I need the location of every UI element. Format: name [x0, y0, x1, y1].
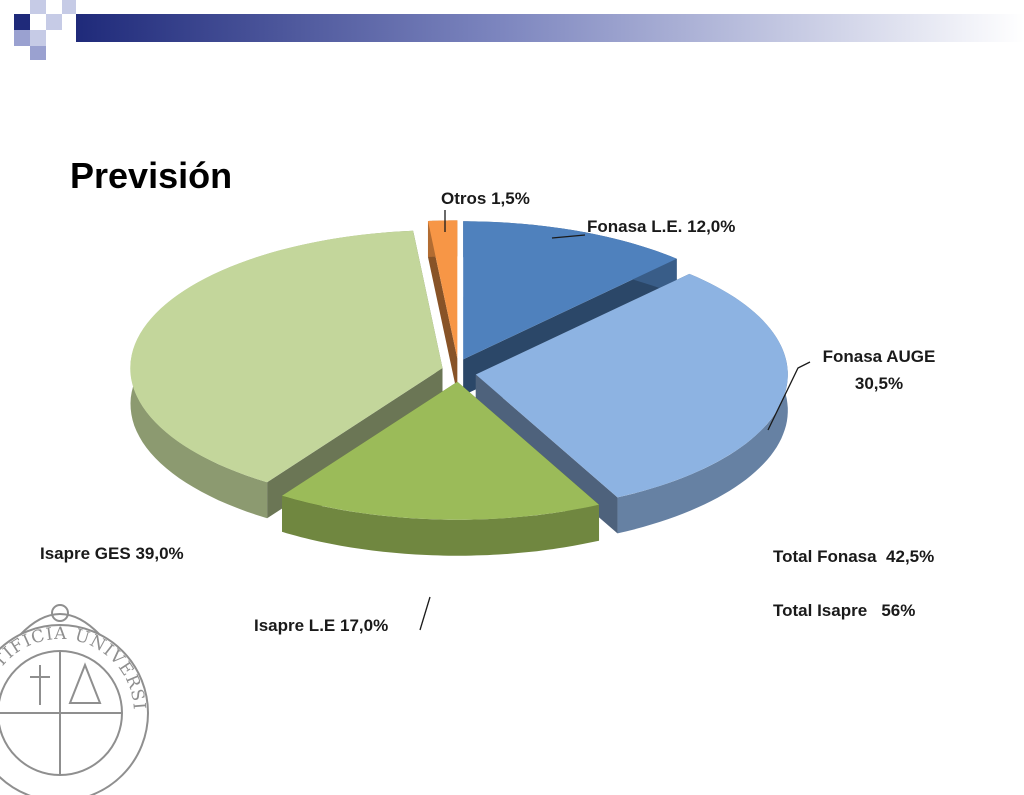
pie-chart [130, 210, 811, 631]
university-seal-logo: PONTIFICIA UNIVERSIDAD CATOLICA [0, 595, 149, 795]
slice-label-otros: Otros 1,5% [441, 189, 530, 208]
header-square [62, 0, 76, 14]
header-square [30, 46, 46, 60]
pie-slice-otros [427, 220, 458, 395]
pie-slice-isapre-ges [130, 230, 443, 519]
header-square [14, 30, 30, 46]
header-band-stripe [76, 14, 1024, 42]
slice-label-isapre-le: Isapre L.E 17,0% [254, 616, 389, 635]
slice-label-isapre-ges: Isapre GES 39,0% [40, 544, 184, 563]
header-square [46, 14, 62, 30]
total-fonasa-note: Total Fonasa 42,5% [773, 547, 935, 566]
total-isapre-note: Total Isapre 56% [773, 601, 916, 620]
slice-label-fonasa-auge: Fonasa AUGE 30,5% [822, 347, 936, 393]
header-decoration [14, 0, 1024, 60]
header-square [30, 0, 46, 14]
slice-label-fonasa-le: Fonasa L.E. 12,0% [587, 217, 736, 236]
pie-slice-isapre-l-e [282, 381, 600, 556]
leader-line [767, 361, 811, 431]
header-square [30, 30, 46, 46]
header-square [14, 14, 30, 30]
leader-line [419, 596, 431, 631]
slide-title: Previsión [70, 155, 233, 196]
leader-line [551, 234, 586, 239]
